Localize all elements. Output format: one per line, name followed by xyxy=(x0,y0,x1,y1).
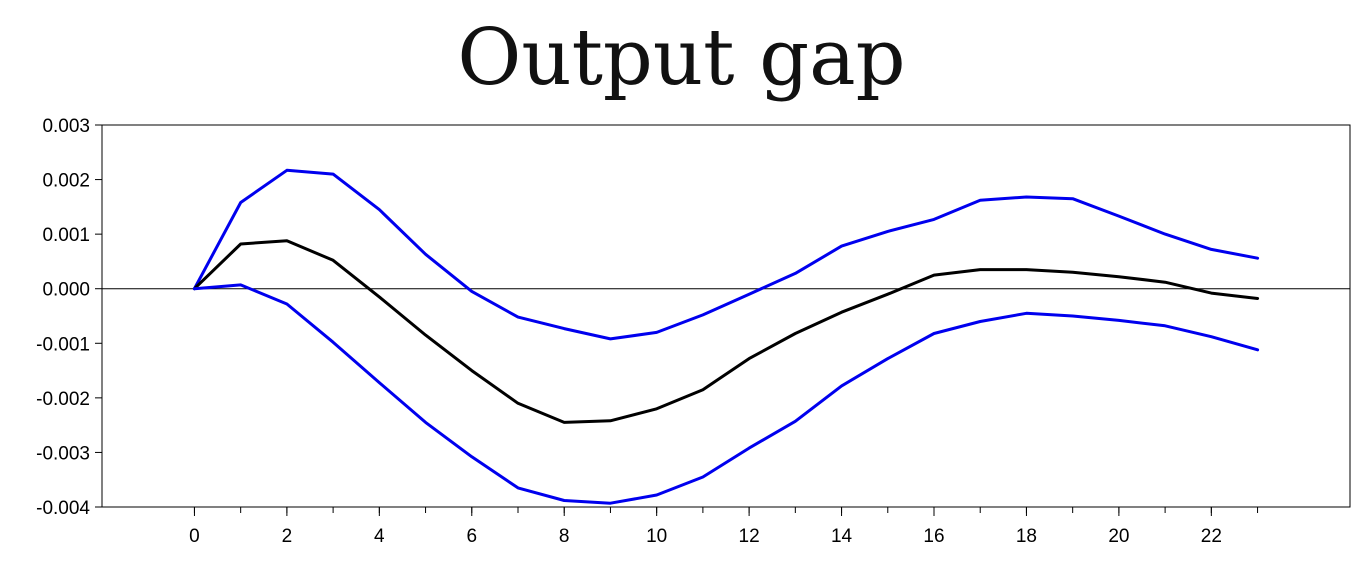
ticks-layer: 0.003 0.002 0.001 0.000 -0.001 -0.002 -0.003 -0… xyxy=(36,116,1259,547)
y-tick-label: 0.000 xyxy=(42,280,90,301)
x-tick-label: 0 xyxy=(189,526,200,547)
y-tick-label: 0.003 xyxy=(42,116,90,137)
chart-title: Output gap xyxy=(457,13,906,103)
plot-frame xyxy=(101,124,1351,508)
y-tick-label: 0.001 xyxy=(42,225,90,246)
x-tick-label: 2 xyxy=(282,526,293,547)
y-tick-label: -0.003 xyxy=(36,443,90,464)
y-tick-label: -0.001 xyxy=(36,334,90,355)
x-tick-label: 8 xyxy=(559,526,570,547)
y-tick-label: -0.004 xyxy=(36,498,90,519)
x-tick-label: 22 xyxy=(1201,526,1222,547)
x-tick-label: 18 xyxy=(1016,526,1037,547)
x-tick-label: 20 xyxy=(1108,526,1129,547)
x-tick-label: 12 xyxy=(739,526,760,547)
x-tick-label: 4 xyxy=(374,526,385,547)
series-line-1 xyxy=(192,168,1260,341)
x-tick-label: 10 xyxy=(646,526,667,547)
y-tick-label: 0.002 xyxy=(42,171,90,192)
x-tick-label: 6 xyxy=(466,526,477,547)
series-line-3 xyxy=(192,283,1260,505)
x-tick-label: 14 xyxy=(831,526,853,547)
series-line-2 xyxy=(192,239,1260,424)
y-tick-label: -0.002 xyxy=(36,389,90,410)
axes-layer xyxy=(101,124,1351,508)
x-tick-label: 16 xyxy=(923,526,944,547)
series-layer xyxy=(192,168,1260,505)
